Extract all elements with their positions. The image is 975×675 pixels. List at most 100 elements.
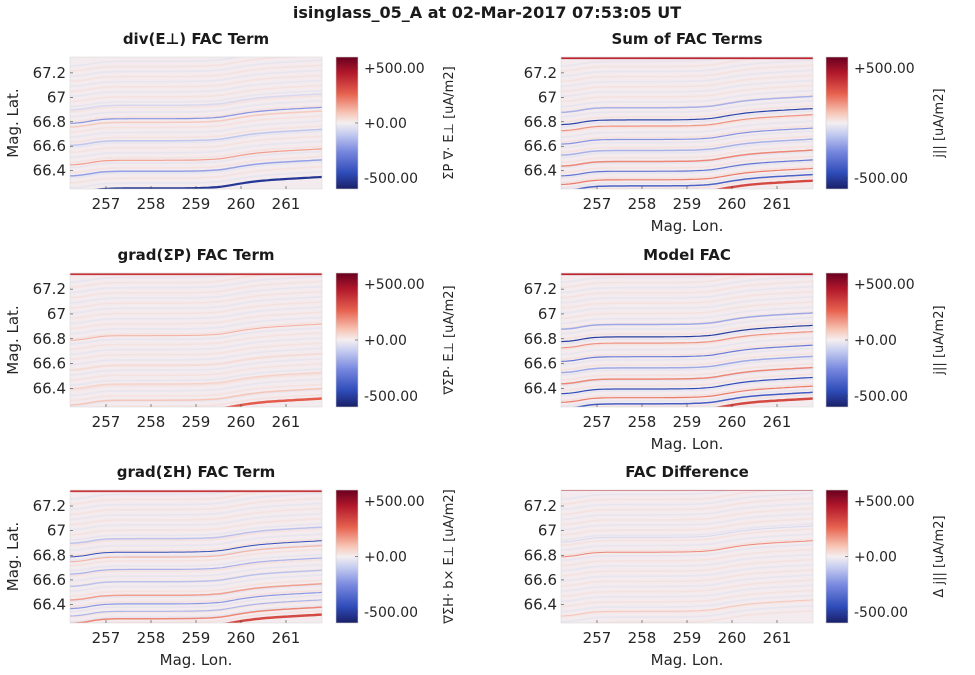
x-tick-label: 258 — [137, 629, 166, 647]
y-tick-label: 67.2 — [33, 497, 66, 515]
background-stripe — [561, 115, 813, 133]
arc-feature — [70, 110, 322, 128]
background-stripe — [70, 145, 322, 164]
colorbar-tick-label: -500.00 — [364, 605, 418, 621]
background-stripe — [561, 373, 813, 392]
background-stripe — [561, 145, 813, 164]
background-stripe — [70, 347, 322, 366]
background-stripe — [561, 135, 813, 154]
heatmap — [70, 57, 322, 189]
panel-6: 257 258 259 260 261 66.4 66.6 66.8 67 67.2 FAC Dif… — [524, 463, 947, 669]
x-tick-label: 259 — [673, 629, 702, 647]
arc-feature — [561, 540, 813, 558]
background-stripe — [561, 140, 813, 159]
arc-feature — [222, 613, 322, 623]
background-stripe — [70, 135, 322, 154]
background-stripe — [70, 321, 322, 340]
background-stripe — [70, 507, 322, 526]
background-stripe — [70, 538, 322, 557]
background-stripe — [561, 347, 813, 366]
background-stripe — [561, 332, 813, 350]
arc-feature — [561, 108, 813, 126]
background-stripe — [70, 326, 322, 345]
background-stripe — [70, 74, 322, 93]
x-tick-label: 261 — [272, 195, 301, 213]
x-tick-label: 257 — [92, 629, 121, 647]
background-stripe — [70, 150, 322, 169]
x-tick-label: 258 — [628, 195, 657, 213]
background-stripe — [561, 155, 813, 174]
background-stripe — [561, 594, 813, 613]
y-tick-label: 67.2 — [524, 64, 557, 82]
background-stripe — [561, 497, 813, 516]
x-tick-label: 260 — [718, 195, 747, 213]
colorbar-tick-label: -500.00 — [854, 171, 908, 187]
background-stripe — [561, 512, 813, 531]
arc-feature — [70, 583, 322, 601]
background-stripe — [70, 125, 322, 143]
arc-feature — [561, 344, 813, 362]
background-stripe — [561, 321, 813, 340]
x-tick-label: 260 — [227, 629, 256, 647]
y-tick-label: 66.8 — [33, 330, 66, 348]
arc-feature — [561, 127, 813, 145]
colorbar-tick-label: -500.00 — [364, 171, 418, 187]
background-stripe — [561, 306, 813, 325]
background-stripe — [70, 574, 322, 592]
arc-feature — [70, 371, 322, 390]
colorbar-label: ∇ΣP· E⊥ [uA/m2] — [442, 285, 457, 395]
background-stripe — [70, 301, 322, 319]
background-stripe — [70, 166, 322, 184]
background-stripe — [70, 523, 322, 541]
background-stripe — [70, 84, 322, 103]
x-tick-label: 261 — [272, 413, 301, 431]
background-stripe — [561, 502, 813, 521]
arc-feature — [561, 376, 813, 395]
arc-feature — [561, 330, 813, 349]
x-tick-label: 261 — [272, 629, 301, 647]
arc-feature — [70, 606, 322, 623]
background-stripe — [561, 507, 813, 526]
y-tick-label: 66.4 — [33, 379, 66, 397]
background-stripe — [561, 599, 813, 618]
arc-feature — [70, 93, 322, 111]
background-stripe — [70, 275, 322, 294]
x-tick-label: 257 — [583, 629, 612, 647]
background-stripe — [561, 100, 813, 118]
background-stripe — [70, 171, 322, 189]
colorbar-label: Δ j|| [uA/m2] — [932, 515, 947, 597]
colorbar — [825, 272, 849, 408]
x-tick-label: 258 — [137, 413, 166, 431]
background-stripe — [70, 79, 322, 98]
background-stripe — [561, 368, 813, 386]
x-tick-label: 261 — [763, 629, 792, 647]
background-stripe — [70, 373, 322, 392]
panel-2: 257 258 259 260 261 66.4 66.6 66.8 67 67.2 Sum of … — [524, 30, 947, 235]
background-stripe — [561, 543, 813, 562]
x-tick-label: 259 — [673, 195, 702, 213]
background-stripe — [70, 604, 322, 623]
panel-title: grad(ΣH) FAC Term — [117, 463, 276, 481]
colorbar-tick-label: +500.00 — [364, 61, 425, 77]
background-stripe — [561, 160, 813, 179]
background-stripe — [561, 166, 813, 184]
background-stripe — [70, 599, 322, 618]
background-stripe — [561, 564, 813, 582]
background-stripe — [561, 79, 813, 98]
background-stripe — [561, 383, 813, 402]
arc-feature — [561, 324, 813, 343]
x-tick-label: 260 — [718, 629, 747, 647]
background-stripe — [561, 517, 813, 536]
background-stripe — [561, 120, 813, 138]
y-tick-label: 66.4 — [524, 379, 557, 397]
background-stripe — [561, 538, 813, 557]
arc-feature — [561, 366, 813, 385]
arc-feature — [561, 525, 813, 543]
panel-title: Model FAC — [643, 246, 731, 264]
colorbar-tick-label: +0.00 — [364, 550, 407, 566]
x-tick-label: 257 — [92, 195, 121, 213]
background-stripe — [70, 388, 322, 407]
x-tick-label: 259 — [182, 195, 211, 213]
background-stripe — [561, 301, 813, 319]
arc-feature — [561, 149, 813, 167]
